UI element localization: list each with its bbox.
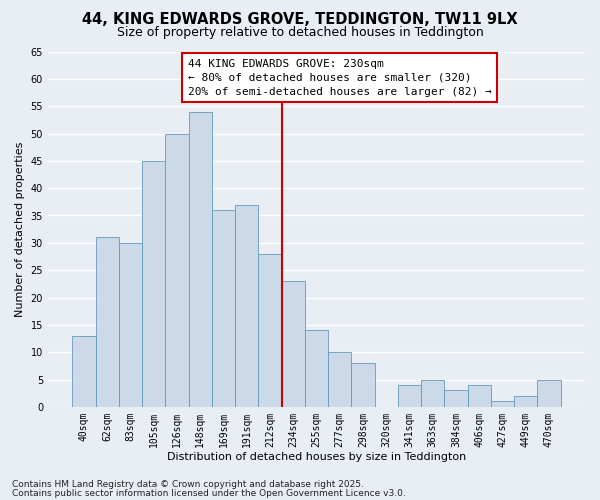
Text: Contains HM Land Registry data © Crown copyright and database right 2025.: Contains HM Land Registry data © Crown c… <box>12 480 364 489</box>
Bar <box>73 336 95 407</box>
Bar <box>119 243 142 407</box>
Bar <box>328 352 352 407</box>
Y-axis label: Number of detached properties: Number of detached properties <box>15 142 25 317</box>
Bar <box>259 254 281 407</box>
Bar <box>421 380 445 407</box>
Bar <box>445 390 467 407</box>
Bar <box>352 363 374 407</box>
Bar <box>491 402 514 407</box>
X-axis label: Distribution of detached houses by size in Teddington: Distribution of detached houses by size … <box>167 452 466 462</box>
Text: 44, KING EDWARDS GROVE, TEDDINGTON, TW11 9LX: 44, KING EDWARDS GROVE, TEDDINGTON, TW11… <box>82 12 518 28</box>
Bar <box>188 112 212 407</box>
Bar <box>95 238 119 407</box>
Bar <box>305 330 328 407</box>
Bar <box>166 134 188 407</box>
Text: 44 KING EDWARDS GROVE: 230sqm
← 80% of detached houses are smaller (320)
20% of : 44 KING EDWARDS GROVE: 230sqm ← 80% of d… <box>188 58 491 96</box>
Bar <box>281 281 305 407</box>
Text: Contains public sector information licensed under the Open Government Licence v3: Contains public sector information licen… <box>12 488 406 498</box>
Bar <box>514 396 538 407</box>
Text: Size of property relative to detached houses in Teddington: Size of property relative to detached ho… <box>116 26 484 39</box>
Bar <box>398 385 421 407</box>
Bar <box>235 204 259 407</box>
Bar <box>538 380 560 407</box>
Bar <box>142 161 166 407</box>
Bar <box>212 210 235 407</box>
Bar <box>467 385 491 407</box>
